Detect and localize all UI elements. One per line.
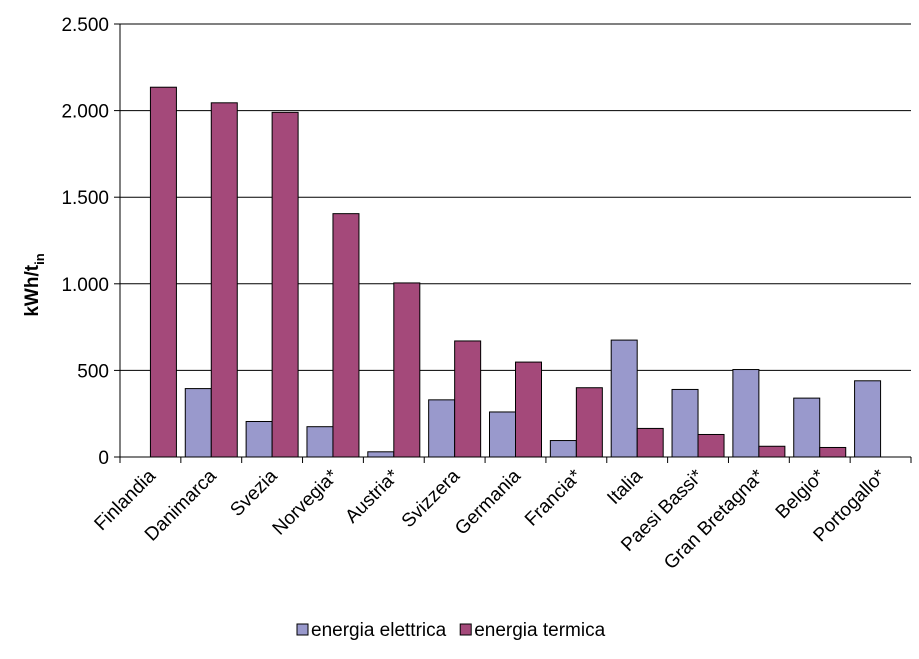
y-tick-label: 0 bbox=[98, 448, 109, 469]
x-tick-label: Norvegia* bbox=[269, 465, 343, 539]
bar-elettrica bbox=[732, 369, 760, 458]
bar-elettrica bbox=[489, 411, 516, 458]
bar-elettrica bbox=[671, 388, 699, 458]
bar-termica bbox=[515, 361, 542, 458]
x-tick-label: Belgio* bbox=[772, 465, 830, 523]
bar-termica bbox=[758, 445, 786, 458]
y-tick-label: 500 bbox=[77, 361, 109, 382]
bar-termica bbox=[393, 282, 421, 458]
bar-termica bbox=[697, 433, 725, 458]
x-tick-label: Francia* bbox=[521, 465, 586, 530]
y-axis-label-subscript: in bbox=[32, 253, 47, 265]
bars bbox=[149, 86, 882, 458]
bar-termica bbox=[210, 102, 238, 458]
bar-elettrica bbox=[367, 451, 395, 458]
x-tick-label: Svezia bbox=[226, 465, 281, 520]
legend-swatch bbox=[459, 623, 472, 636]
y-tick-label: 2.000 bbox=[61, 102, 109, 123]
axes bbox=[114, 23, 912, 463]
bar-elettrica bbox=[610, 339, 638, 458]
bar-termica bbox=[636, 427, 664, 458]
x-tick-label: Germania bbox=[451, 465, 525, 539]
legend-swatch bbox=[296, 623, 309, 636]
bar-termica bbox=[332, 213, 360, 458]
gridlines bbox=[120, 23, 911, 371]
y-tick-label: 2.500 bbox=[61, 15, 109, 36]
y-tick-label: 1.500 bbox=[61, 188, 109, 209]
x-tick-label: Austria* bbox=[341, 465, 403, 527]
legend-label: energia termica bbox=[474, 620, 605, 641]
bar-elettrica bbox=[306, 426, 334, 458]
bar-termica bbox=[575, 387, 603, 458]
legend-label: energia elettrica bbox=[311, 620, 447, 641]
y-tick-labels: 0 500 1.000 1.500 2.000 2.500 bbox=[61, 15, 109, 469]
bar-termica bbox=[819, 446, 847, 458]
bar-termica bbox=[454, 340, 482, 458]
y-axis-label: kWh/tin bbox=[22, 253, 47, 316]
y-axis-label-main: kWh/t bbox=[22, 264, 43, 316]
bar-elettrica bbox=[793, 397, 821, 458]
bar-termica bbox=[149, 86, 177, 458]
bar-elettrica bbox=[549, 440, 577, 458]
bar-elettrica bbox=[184, 388, 212, 458]
bar-elettrica bbox=[854, 380, 882, 458]
bar-termica bbox=[271, 111, 299, 458]
bar-elettrica bbox=[428, 399, 456, 458]
bar-elettrica bbox=[245, 420, 273, 458]
legend: energia elettrica energia termica bbox=[296, 620, 606, 641]
y-tick-label: 1.000 bbox=[61, 275, 109, 296]
x-tick-label: Italia bbox=[603, 465, 647, 509]
